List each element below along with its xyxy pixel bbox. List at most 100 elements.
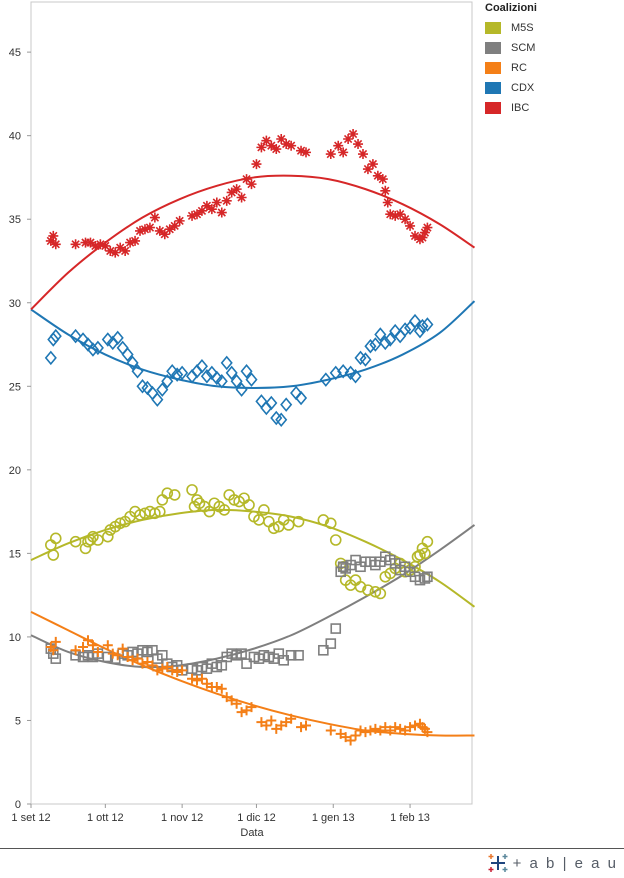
legend-item-scm[interactable]: SCM (485, 38, 620, 58)
point-m5s (102, 530, 114, 543)
point-cdx (408, 313, 422, 329)
point-ibc (226, 187, 237, 198)
point-ibc (422, 222, 433, 233)
point-ibc (206, 204, 217, 215)
point-ibc (419, 227, 430, 238)
point-ibc (417, 232, 428, 243)
point-rc (147, 660, 158, 671)
point-m5s (282, 519, 295, 531)
point-cdx (44, 350, 57, 366)
point-rc (112, 650, 123, 661)
legend-item-ibc[interactable]: IBC (485, 98, 620, 118)
point-rc (236, 707, 247, 718)
legend-item-cdx[interactable]: CDX (485, 78, 620, 98)
point-rc (405, 722, 416, 733)
point-cdx (176, 365, 189, 381)
point-ibc (385, 209, 396, 220)
point-ibc (286, 140, 297, 151)
point-cdx (421, 317, 434, 332)
point-cdx (156, 382, 169, 397)
point-rc (390, 722, 401, 733)
point-cdx (280, 397, 293, 412)
plot-area (30, 1, 473, 805)
point-cdx (384, 332, 397, 347)
legend-label-scm: SCM (511, 42, 536, 54)
point-ibc (362, 164, 373, 175)
point-m5s (369, 586, 382, 598)
legend-item-m5s[interactable]: M5S (485, 18, 620, 38)
point-ibc (281, 139, 292, 150)
point-scm (236, 648, 247, 659)
point-ibc (90, 240, 101, 251)
trend-line-cdx (30, 300, 476, 389)
point-ibc (301, 147, 312, 158)
point-m5s (419, 547, 431, 560)
point-cdx (101, 332, 114, 347)
point-m5s (156, 494, 169, 506)
point-cdx (121, 347, 134, 362)
scatter-chart: 0 5 10 15 20 25 30 35 40 45 1 set 12 1 ott 12 1 nov… (9, 1, 476, 839)
point-rc (82, 635, 93, 646)
point-rc (410, 720, 421, 731)
point-ibc (211, 197, 222, 208)
point-ibc (231, 184, 242, 195)
point-cdx (225, 365, 238, 381)
x-tick-label: 1 dic 12 (237, 812, 276, 824)
point-ibc (187, 210, 198, 221)
legend-item-rc[interactable]: RC (485, 58, 620, 78)
point-ibc (377, 174, 388, 185)
point-rc (102, 640, 113, 651)
y-tick-label: 45 (9, 47, 21, 59)
point-ibc (216, 207, 227, 218)
tableau-brand[interactable]: + a b | e a u (487, 852, 618, 874)
point-ibc (236, 192, 247, 203)
tableau-logo-icon (488, 854, 508, 872)
point-cdx (275, 412, 288, 427)
point-rc (117, 643, 128, 654)
point-cdx (413, 323, 427, 339)
point-rc (325, 725, 336, 736)
point-ibc (196, 205, 207, 216)
legend-swatch-scm (485, 42, 501, 54)
point-cdx (265, 395, 278, 411)
point-cdx (161, 374, 174, 389)
point-scm (285, 649, 297, 661)
point-rc (50, 636, 61, 647)
point-ibc (164, 224, 175, 235)
point-rc (137, 658, 148, 669)
point-ibc (333, 140, 344, 151)
point-ibc (338, 147, 349, 158)
point-cdx (166, 364, 179, 379)
point-ibc (100, 240, 111, 251)
legend-swatch-ibc (485, 102, 501, 114)
point-ibc (135, 225, 146, 236)
point-scm (293, 649, 304, 661)
point-ibc (120, 245, 131, 256)
point-cdx (49, 328, 62, 344)
point-cdx (416, 318, 429, 334)
point-ibc (105, 245, 116, 256)
point-cdx (126, 355, 139, 371)
legend-label-m5s: M5S (511, 22, 534, 34)
point-rc (422, 727, 433, 738)
point-ibc (405, 220, 416, 231)
point-scm (241, 658, 252, 669)
point-rc (370, 723, 381, 734)
point-rc (211, 682, 222, 693)
point-ibc (125, 237, 136, 248)
point-m5s (49, 532, 62, 545)
trend-line-m5s (30, 508, 476, 608)
point-rc (157, 663, 168, 674)
point-ibc (149, 212, 160, 223)
point-m5s (414, 549, 426, 561)
point-m5s (243, 499, 255, 511)
point-ibc (410, 230, 421, 241)
x-tick-label: 1 nov 12 (161, 812, 203, 824)
legend-swatch-m5s (485, 22, 501, 34)
point-ibc (395, 209, 406, 220)
x-tick-label: 1 ott 12 (87, 812, 124, 824)
point-rc (177, 665, 188, 676)
point-ibc (95, 239, 106, 250)
point-ibc (130, 235, 141, 246)
point-cdx (399, 322, 412, 337)
